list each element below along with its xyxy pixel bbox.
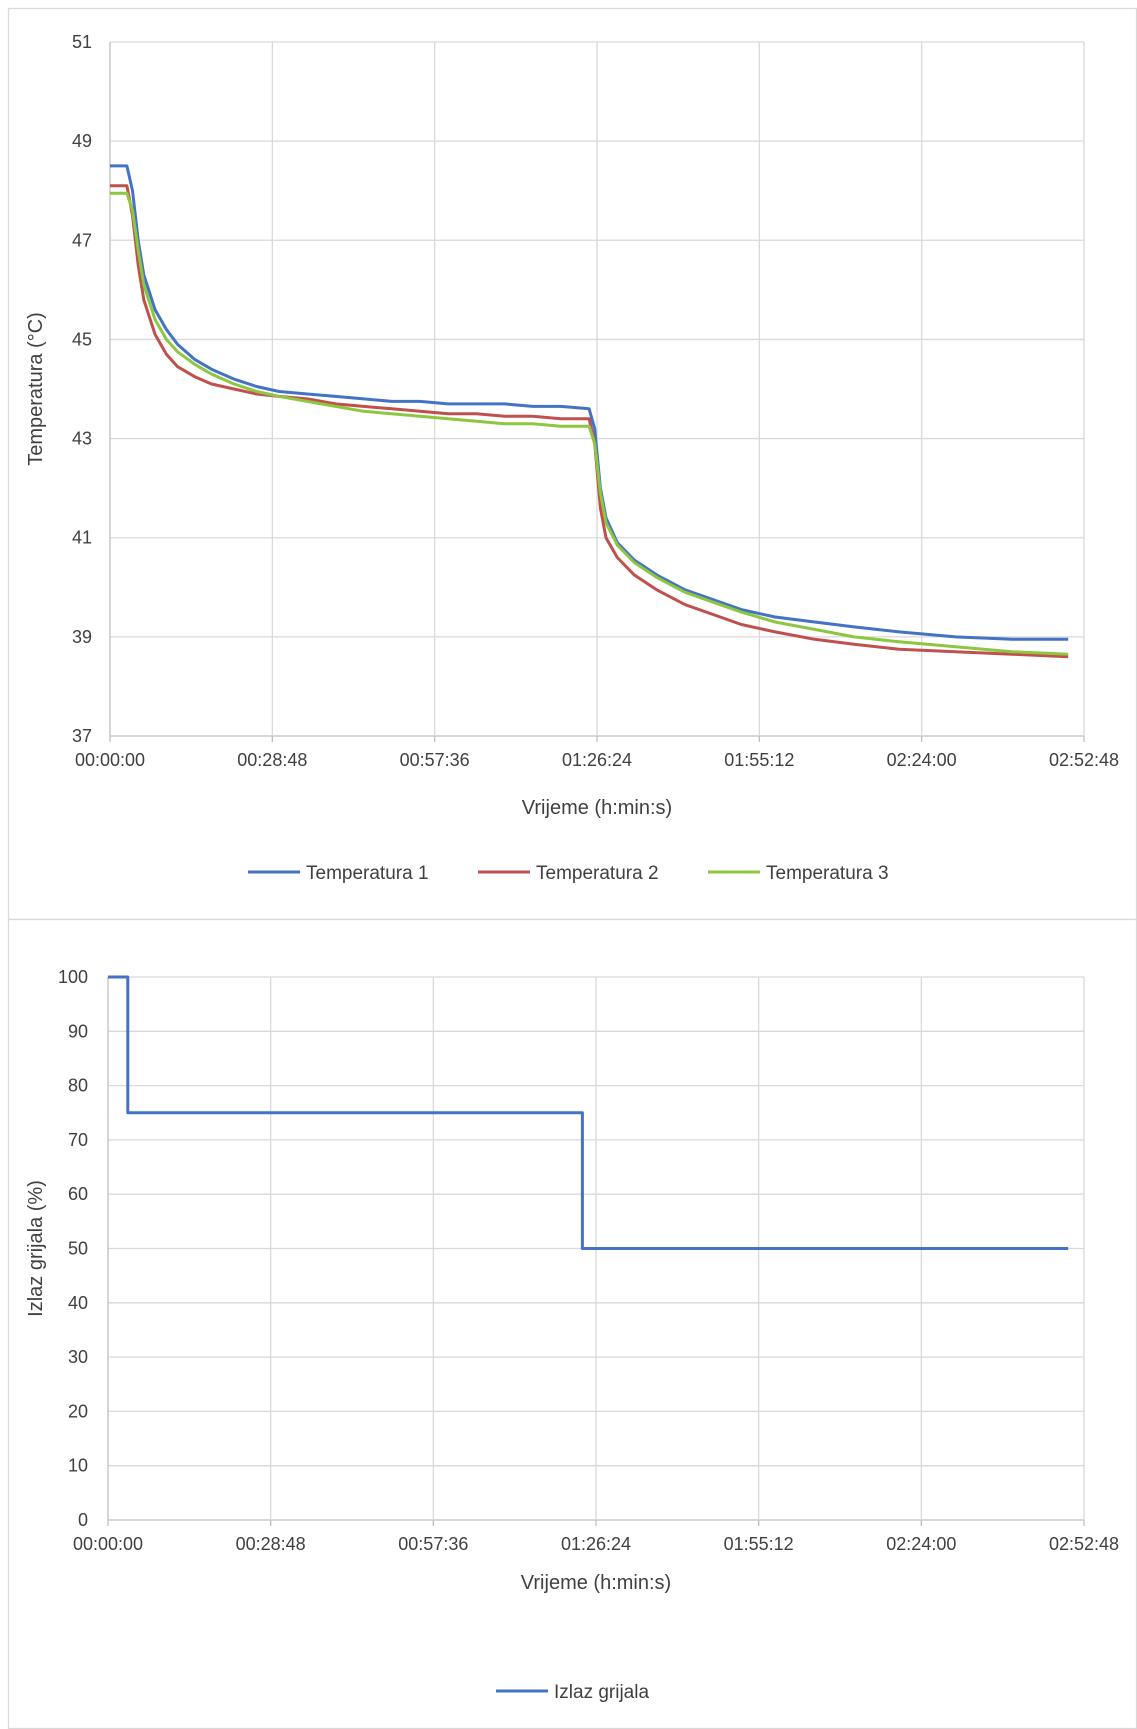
chart-1-ytick-label: 43 bbox=[72, 429, 92, 449]
chart-1-frame bbox=[7, 7, 1137, 921]
chart-1-xtick-label: 00:57:36 bbox=[400, 750, 470, 770]
chart-2-ytick-label: 30 bbox=[68, 1347, 88, 1367]
chart-1-xtick-label: 01:26:24 bbox=[562, 750, 632, 770]
chart-2-ytick-label: 60 bbox=[68, 1184, 88, 1204]
chart-2-ytick-label: 0 bbox=[78, 1510, 88, 1530]
chart-2-legend-label: Izlaz grijala bbox=[554, 1682, 649, 1703]
chart-1-series-line-3 bbox=[110, 191, 1069, 656]
chart-2-ytick-label: 90 bbox=[68, 1021, 88, 1041]
chart-1-ytick-label: 39 bbox=[72, 627, 92, 647]
chart-2-y-axis-title: Izlaz grijala (%) bbox=[25, 1180, 47, 1317]
heater-output-chart: 0 10 20 30 40 50 60 70 80 90 100 00:00:00 00:28:48 00… bbox=[25, 967, 1119, 1703]
chart-1-xtick-label: 01:55:12 bbox=[724, 750, 794, 770]
chart-2-xtick-label: 00:28:48 bbox=[236, 1534, 306, 1554]
chart-1-xtick-label: 02:24:00 bbox=[887, 750, 957, 770]
chart-1-series-line-1 bbox=[110, 164, 1069, 641]
chart-1-ytick-label: 41 bbox=[72, 528, 92, 548]
chart-1-xtick-label: 02:52:48 bbox=[1049, 750, 1119, 770]
chart-2-ytick-label: 40 bbox=[68, 1293, 88, 1313]
chart-2-ytick-label: 70 bbox=[68, 1130, 88, 1150]
chart-1-ytick-label: 49 bbox=[72, 131, 92, 151]
chart-1-xtick-label: 00:00:00 bbox=[75, 750, 145, 770]
chart-1-legend-label: Temperatura 3 bbox=[766, 863, 889, 884]
chart-2-ytick-label: 20 bbox=[68, 1401, 88, 1421]
chart-1-ytick-label: 45 bbox=[72, 329, 92, 349]
chart-2-ytick-label: 100 bbox=[58, 967, 88, 987]
chart-2-ytick-label: 80 bbox=[68, 1076, 88, 1096]
chart-2-x-axis-title: Vrijeme (h:min:s) bbox=[521, 1572, 671, 1594]
chart-2-xtick-label: 01:26:24 bbox=[561, 1534, 631, 1554]
chart-1-legend-label: Temperatura 1 bbox=[306, 863, 429, 884]
chart-1-xtick-label: 00:28:48 bbox=[237, 750, 307, 770]
chart-2-xtick-label: 01:55:12 bbox=[724, 1534, 794, 1554]
chart-2-xtick-label: 02:52:48 bbox=[1049, 1534, 1119, 1554]
chart-2-xtick-label: 02:24:00 bbox=[886, 1534, 956, 1554]
chart-2-ytick-label: 10 bbox=[68, 1456, 88, 1476]
chart-1-ytick-label: 51 bbox=[72, 32, 92, 52]
temperature-chart: 37 39 41 43 45 47 49 51 00:00:00 00:28:48 00:57:36… bbox=[25, 32, 1119, 884]
chart-2-xtick-label: 00:57:36 bbox=[398, 1534, 468, 1554]
chart-2-xtick-label: 00:00:00 bbox=[73, 1534, 143, 1554]
chart-2-frame bbox=[7, 918, 1137, 1729]
chart-1-y-axis-title: Temperatura (°C) bbox=[25, 312, 47, 466]
chart-1-ytick-label: 47 bbox=[72, 230, 92, 250]
chart-1-series-line-2 bbox=[110, 184, 1069, 659]
chart-1-x-axis-title: Vrijeme (h:min:s) bbox=[522, 797, 672, 819]
chart-2-series-line-1 bbox=[108, 975, 1069, 1250]
chart-1-ytick-label: 37 bbox=[72, 726, 92, 746]
chart-2-ytick-label: 50 bbox=[68, 1239, 88, 1259]
chart-1-legend-label: Temperatura 2 bbox=[536, 863, 659, 884]
